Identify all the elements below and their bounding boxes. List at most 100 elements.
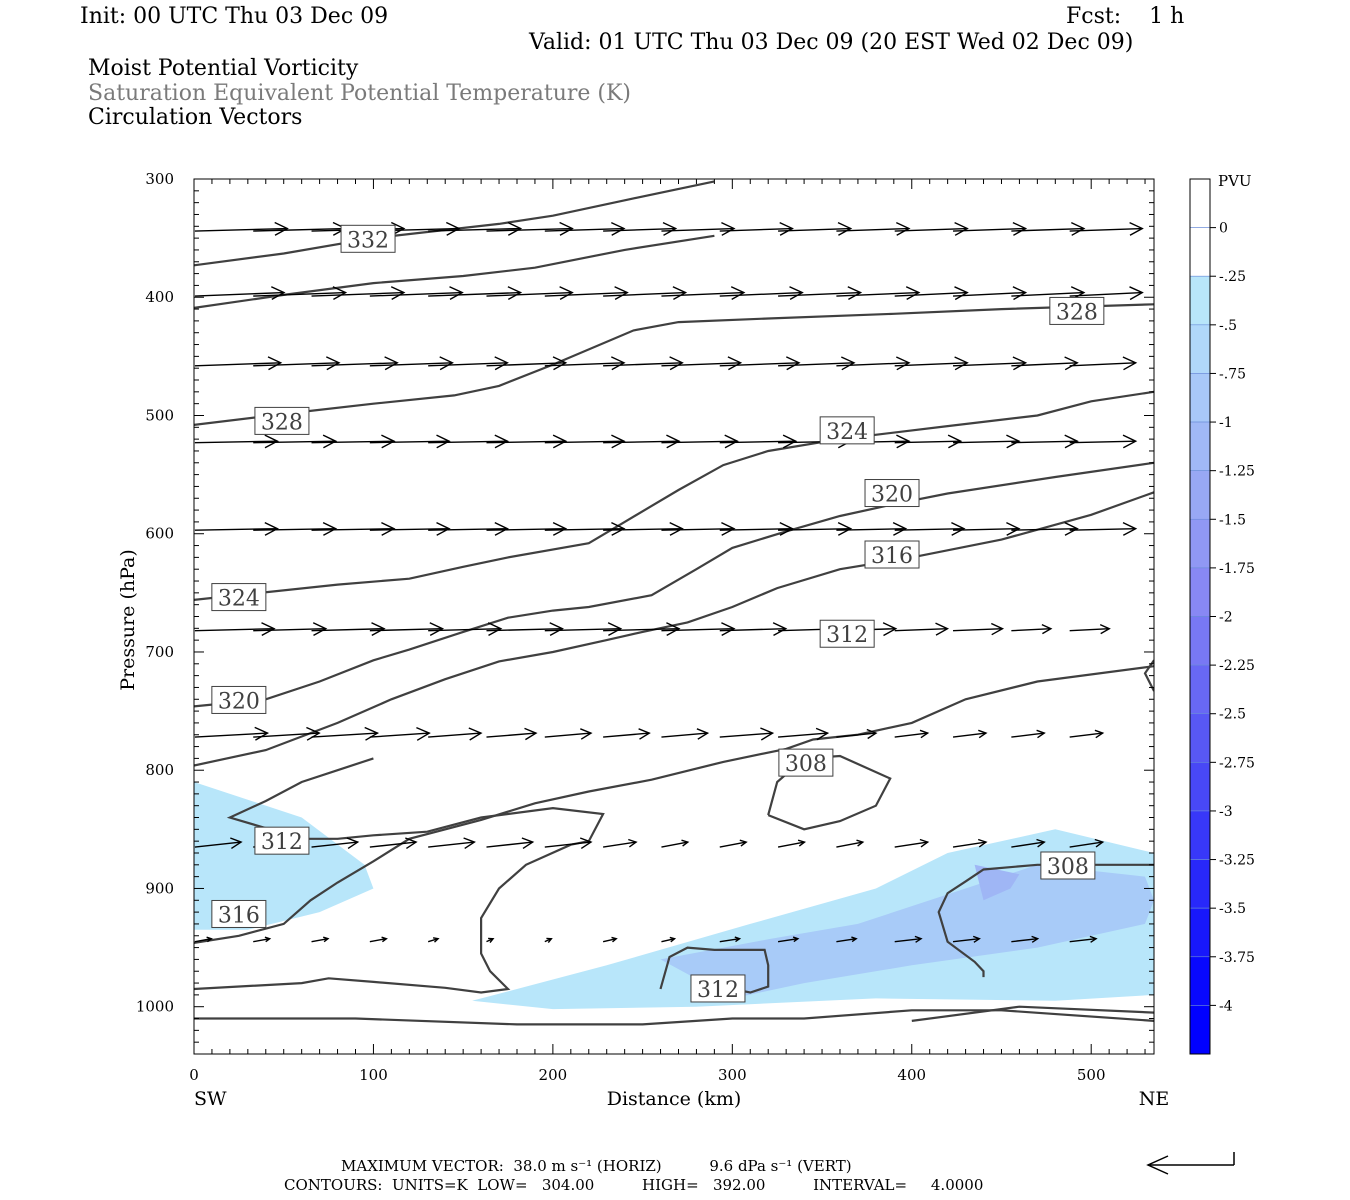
colorbar-swatch (1189, 713, 1211, 763)
wind-vector (778, 221, 853, 236)
wind-vector (719, 434, 798, 449)
wind-vector (778, 727, 830, 741)
contour-label-text: 316 (871, 544, 913, 569)
contour-label-text: 308 (785, 752, 827, 777)
wind-vector (194, 837, 243, 849)
contour-label: 308 (1040, 851, 1096, 880)
pv-region-3 (974, 864, 1020, 901)
wind-vector (894, 521, 966, 536)
y-axis-label: Pressure (hPa) (117, 549, 139, 691)
wind-vector (661, 286, 746, 301)
contour-label-text: 328 (261, 410, 303, 435)
wind-vector (836, 356, 911, 371)
wind-vector (194, 434, 279, 449)
wind-vector (719, 727, 775, 741)
wind-vector (953, 221, 1028, 236)
wind-vector (369, 286, 464, 301)
colorbar-level-label: -1.5 (1219, 512, 1246, 528)
forecast-hour: Fcst: 1 h (1066, 4, 1185, 29)
wind-vector (953, 434, 1021, 449)
wind-vector (1011, 623, 1053, 635)
wind-vector (544, 521, 626, 536)
wind-vector (253, 286, 348, 301)
wind-vector (894, 221, 969, 236)
wind-vector (428, 837, 476, 849)
wind-vector (952, 356, 1028, 371)
colorbar-swatch (1189, 227, 1211, 277)
wind-vector (311, 936, 330, 943)
init-label: Init: 00 UTC Thu 03 Dec 09 (80, 4, 389, 29)
wind-vector (544, 937, 553, 944)
wind-vector (369, 434, 451, 449)
wind-vector (661, 434, 739, 449)
contour-line-2 (194, 303, 1154, 426)
contour-label-text: 320 (871, 483, 913, 508)
colorbar-swatch (1189, 859, 1211, 909)
y-tick-label: 300 (145, 170, 174, 188)
colorbar-swatch (1189, 567, 1211, 617)
contour-label-text: 324 (826, 420, 868, 445)
wind-vector (1011, 356, 1079, 371)
wind-vector (778, 356, 856, 371)
colorbar-swatch (1189, 616, 1211, 666)
wind-vector (544, 286, 629, 301)
wind-vector (952, 286, 1028, 301)
wind-vector (836, 286, 921, 301)
wind-vector (486, 622, 564, 637)
wind-vector (311, 434, 396, 449)
max-vector-note: MAXIMUM VECTOR: 38.0 m s⁻¹ (HORIZ) 9.6 d… (341, 1157, 852, 1175)
contour-label-text: 328 (1056, 300, 1098, 325)
wind-vector (719, 286, 804, 301)
wind-vector (719, 221, 794, 236)
colorbar-swatch (1189, 470, 1211, 520)
wind-vector (1011, 221, 1086, 236)
title-vectors: Circulation Vectors (88, 105, 303, 130)
y-tick-label: 500 (145, 406, 174, 424)
wind-vector (836, 221, 911, 236)
wind-vector (486, 521, 568, 536)
contour-label: 320 (864, 479, 920, 508)
contour-label-text: 312 (261, 830, 303, 855)
contour-label: 332 (340, 224, 396, 253)
wind-vector (428, 622, 503, 637)
pv-region-0 (194, 782, 374, 930)
contour-line-5 (194, 491, 1154, 767)
wind-vector (194, 521, 279, 536)
y-tick-label: 800 (145, 761, 174, 779)
wind-vector (602, 936, 618, 943)
contour-label: 312 (254, 826, 310, 855)
colorbar-swatch (1189, 762, 1211, 812)
colorbar-level-label: -3.5 (1219, 901, 1246, 917)
colorbar-level-label: -.75 (1219, 366, 1246, 382)
wind-vector (311, 356, 399, 371)
contour-labels: 332 328 328 324 320 316 324 312 320 308 312 308 316 3… (211, 224, 1105, 1003)
wind-vector (836, 936, 858, 943)
wind-vector (836, 728, 878, 740)
wind-vector (428, 727, 483, 741)
wind-vector (1069, 838, 1105, 848)
wind-vector (428, 356, 509, 371)
wind-vector (953, 521, 1021, 536)
wind-vector (544, 221, 626, 236)
contour-label-text: 332 (347, 228, 389, 253)
colorbar-swatch (1189, 421, 1211, 471)
colorbar-level-label: -1.25 (1219, 464, 1255, 480)
wind-vector (1069, 623, 1111, 635)
colorbar-swatch (1189, 275, 1211, 326)
contour-label-text: 312 (697, 978, 739, 1003)
contour-label-text: 308 (1047, 855, 1089, 880)
wind-vector (603, 286, 688, 301)
colorbar-level-label: -2.25 (1219, 658, 1255, 674)
wind-vector (1069, 434, 1138, 449)
wind-vector (719, 839, 748, 848)
wind-vector (544, 837, 593, 849)
wind-vector (194, 936, 213, 943)
wind-vector (369, 726, 431, 741)
wind-vector (369, 356, 454, 371)
wind-vector (894, 935, 923, 943)
wind-vector (253, 936, 272, 943)
wind-vector (311, 726, 380, 741)
contour-label-text: 312 (826, 623, 868, 648)
wind-vector (952, 622, 1005, 636)
